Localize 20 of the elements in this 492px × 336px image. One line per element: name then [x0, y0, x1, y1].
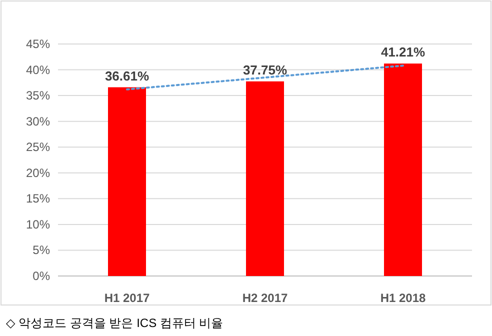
y-tick-label: 0%: [32, 269, 50, 283]
x-tick-label: H1 2018: [380, 291, 426, 305]
text: ◇ 악성코드 공격을 받은 ICS 컴퓨터 비율: [6, 316, 224, 330]
y-tick-label: 5%: [32, 243, 50, 258]
x-tick-label: H1 2017: [104, 291, 150, 305]
y-tick-label: 10%: [26, 217, 50, 232]
x-tick-label: H2 2017: [242, 291, 288, 305]
y-tick-label: 15%: [26, 192, 50, 206]
y-tick-label: 40%: [26, 62, 50, 77]
y-tick-label: 35%: [26, 88, 50, 103]
y-tick-label: 25%: [26, 140, 50, 154]
y-tick-label: 20%: [26, 166, 50, 180]
bar: [108, 87, 146, 276]
y-tick-label: 30%: [26, 114, 50, 128]
bar: [384, 64, 422, 276]
data-label: 41.21%: [380, 44, 426, 60]
data-label: 37.75%: [242, 62, 288, 78]
y-tick-label: 45%: [26, 37, 50, 51]
bar: [246, 81, 284, 276]
data-label: 36.61%: [104, 68, 150, 84]
